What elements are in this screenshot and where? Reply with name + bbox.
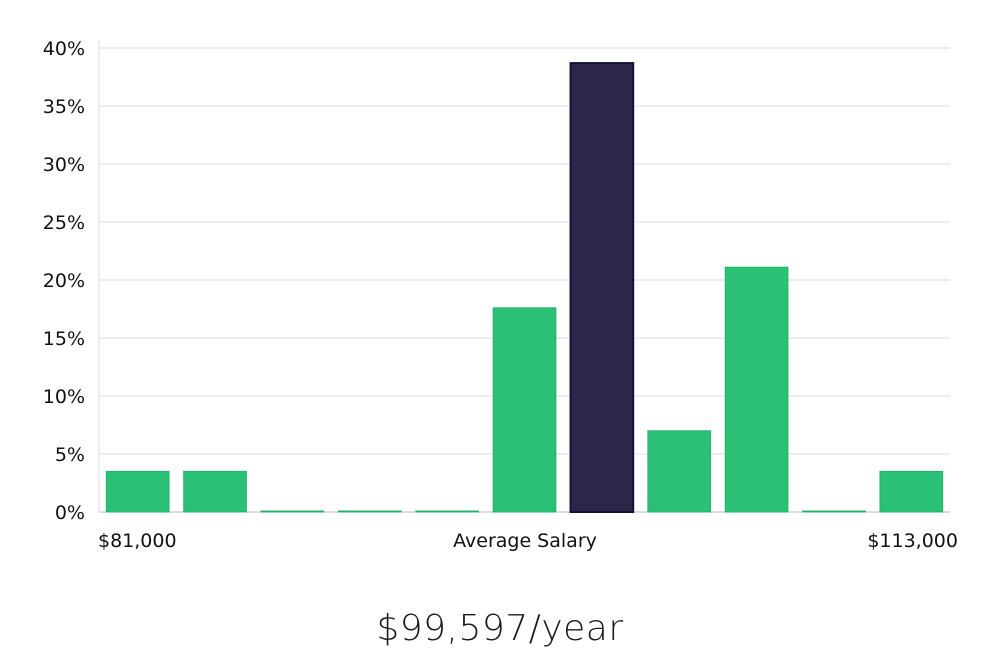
- y-tick-label: 25%: [43, 212, 85, 234]
- bar: [647, 430, 712, 513]
- bar-average-salary: [569, 62, 635, 514]
- x-center-label: Average Salary: [453, 530, 597, 552]
- bar: [724, 266, 789, 513]
- bar: [492, 307, 557, 513]
- y-tick-label: 35%: [43, 96, 85, 118]
- bar: [879, 470, 944, 513]
- y-tick-label: 30%: [43, 154, 85, 176]
- x-min-label: $81,000: [98, 530, 177, 552]
- y-axis-ticks: 0% 5% 10% 15% 20% 25% 30% 35% 40%: [43, 38, 85, 524]
- average-salary-value: $99,597/year: [376, 608, 624, 649]
- bar: [260, 510, 325, 513]
- bars: [105, 62, 944, 514]
- y-tick-label: 5%: [55, 444, 85, 466]
- y-tick-label: 20%: [43, 270, 85, 292]
- y-tick-label: 10%: [43, 386, 85, 408]
- bar: [415, 510, 479, 513]
- y-tick-label: 40%: [43, 38, 85, 60]
- grid-lines: [99, 47, 950, 513]
- bar: [105, 470, 170, 513]
- bar: [337, 510, 402, 513]
- y-tick-label: 15%: [43, 328, 85, 350]
- bar: [802, 510, 866, 513]
- bar: [183, 470, 247, 513]
- x-max-label: $113,000: [867, 530, 958, 552]
- salary-histogram: 0% 5% 10% 15% 20% 25% 30% 35% 40% $81,000 Averag…: [43, 38, 958, 552]
- y-tick-label: 0%: [55, 502, 85, 524]
